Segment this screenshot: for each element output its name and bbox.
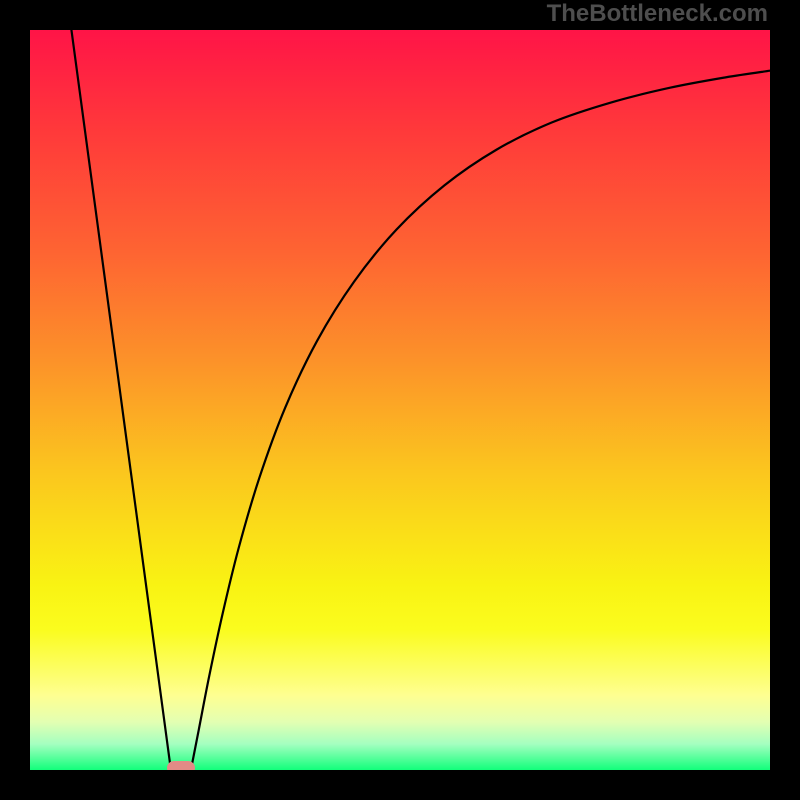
minimum-marker (167, 761, 195, 770)
plot-area (30, 30, 770, 770)
curve-right-segment (191, 71, 770, 768)
curve-left-segment (71, 30, 170, 768)
curve-layer (30, 30, 770, 770)
chart-root: TheBottleneck.com (0, 0, 800, 800)
watermark-text: TheBottleneck.com (547, 0, 768, 28)
